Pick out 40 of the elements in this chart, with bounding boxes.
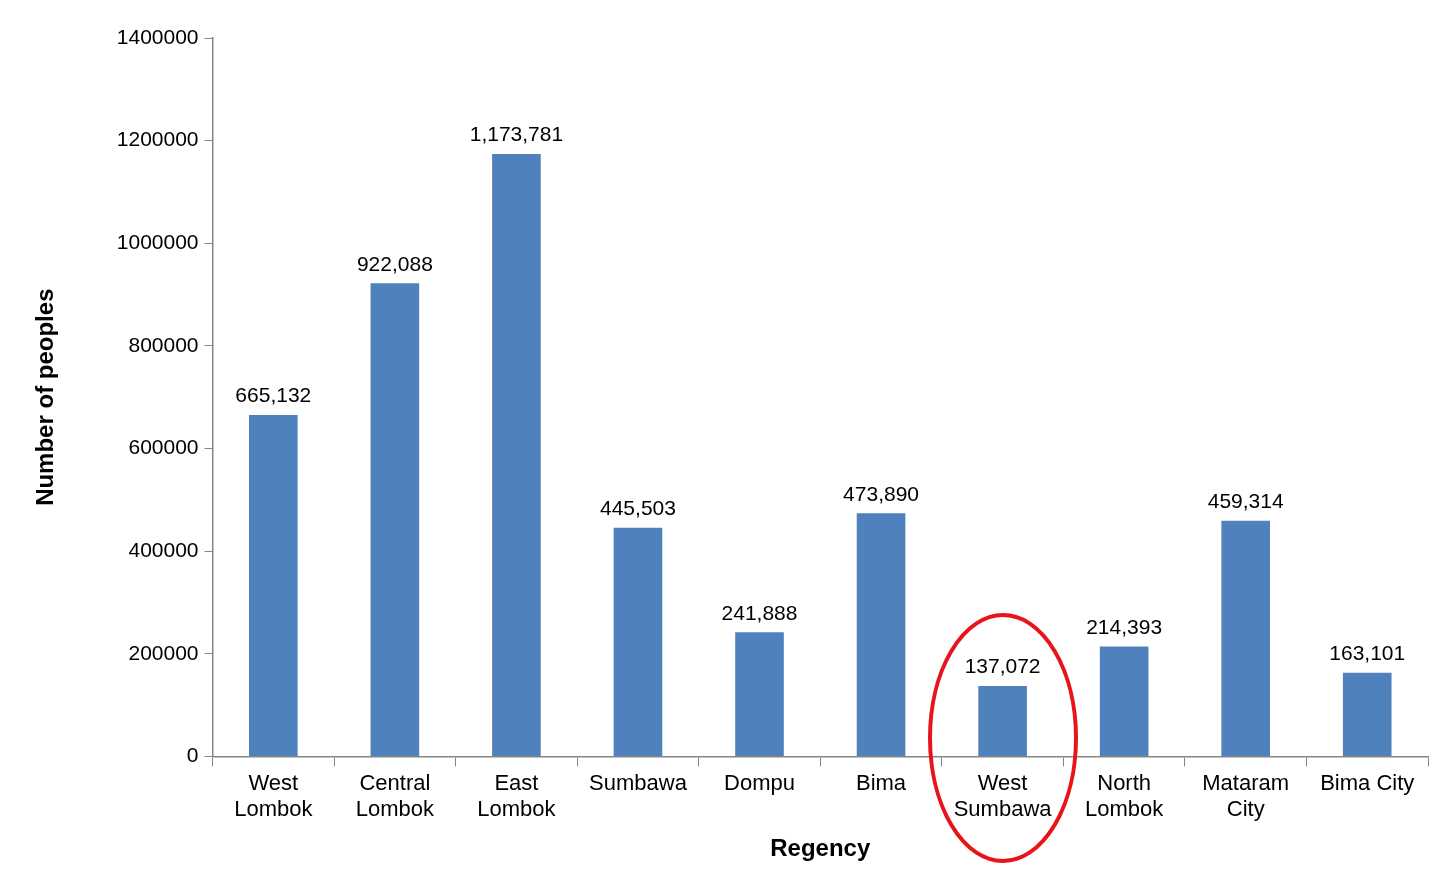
bar <box>370 283 420 756</box>
data-label: 665,132 <box>235 383 312 407</box>
x-tick-label: Bima City <box>1320 769 1415 795</box>
x-tick-label: West Sumbawa <box>953 769 1053 822</box>
data-label: 137,072 <box>964 654 1041 678</box>
x-tick-label: Mataram City <box>1202 769 1290 822</box>
data-label: 214,393 <box>1086 614 1163 638</box>
data-label: 445,503 <box>600 496 676 520</box>
x-tick-label: Sumbawa <box>589 769 688 795</box>
y-tick-label: 1000000 <box>116 230 199 254</box>
data-label: 473,890 <box>843 481 920 505</box>
y-tick-label: 800000 <box>128 332 199 356</box>
bar <box>978 686 1027 756</box>
bar <box>492 154 541 756</box>
x-tick-label: Bima <box>855 769 907 795</box>
y-axis-title: Number of peoples <box>31 288 59 506</box>
x-tick-label: East Lombok <box>477 769 557 822</box>
y-tick-label: 400000 <box>128 537 199 561</box>
data-label: 1,173,781 <box>469 122 564 146</box>
y-tick-label: 1400000 <box>116 24 199 48</box>
x-axis-title: Regency <box>770 834 871 862</box>
y-tick-label: 0 <box>186 743 199 767</box>
y-tick-label: 200000 <box>128 640 199 664</box>
bar <box>1342 672 1392 756</box>
x-tick-label: West Lombok <box>234 769 314 822</box>
x-tick-label: Dompu <box>724 769 795 795</box>
y-tick-label: 600000 <box>128 435 199 459</box>
y-tick-label: 1200000 <box>116 127 199 151</box>
bar <box>1099 646 1149 756</box>
x-tick-label: Central Lombok <box>355 769 435 822</box>
bar <box>613 527 663 756</box>
bar <box>1221 520 1270 756</box>
data-label: 241,888 <box>721 600 798 624</box>
data-label: 459,314 <box>1207 489 1284 512</box>
data-label: 163,101 <box>1329 641 1406 664</box>
bar <box>735 632 784 756</box>
bar <box>249 415 298 756</box>
x-tick-label: North Lombok <box>1085 769 1165 822</box>
data-label: 922,088 <box>356 251 433 275</box>
bar <box>856 513 906 756</box>
